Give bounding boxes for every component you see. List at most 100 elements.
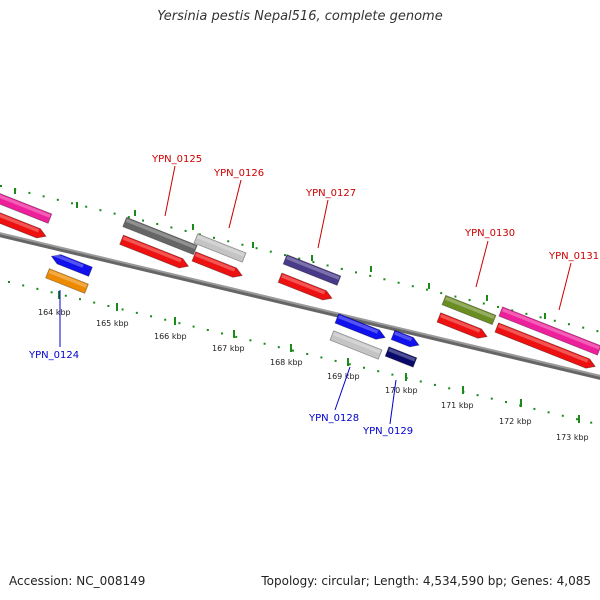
coordinate-tick xyxy=(405,373,407,381)
track-dot xyxy=(334,359,337,362)
pink-gene-left xyxy=(0,192,53,224)
red-cds-left xyxy=(0,210,47,239)
red-cds-0125 xyxy=(119,234,190,269)
coordinate-tick-label: 164 kbp xyxy=(38,308,71,317)
pink-gene-0131 xyxy=(498,306,600,356)
coordinate-tick xyxy=(290,344,292,352)
feature-body xyxy=(494,322,596,369)
coordinate-ticks: 164 kbp 165 kbp 166 kbp 167 kbp 168 kbp 169 k… xyxy=(38,291,589,442)
track-dot xyxy=(150,315,152,318)
track-dot xyxy=(482,302,485,305)
coordinate-tick-label: 170 kbp xyxy=(385,386,418,395)
feature-body xyxy=(191,251,243,278)
coordinate-tick-label: 169 kbp xyxy=(327,372,360,381)
feature-highlight xyxy=(388,348,416,362)
feature-body xyxy=(334,313,386,340)
feature-body xyxy=(0,210,47,239)
coordinate-tick-label: 171 kbp xyxy=(441,401,474,410)
feature-highlight xyxy=(497,324,589,363)
track-dot xyxy=(590,421,593,424)
coordinate-tick-label: 166 kbp xyxy=(154,332,187,341)
gene-label: YPN_0125 xyxy=(151,154,202,165)
upper-major-tick xyxy=(192,224,194,230)
coordinate-tick-label: 165 kbp xyxy=(96,319,129,328)
coordinate-tick xyxy=(233,330,235,338)
track-dot xyxy=(213,236,215,239)
coordinate-tick xyxy=(578,415,580,423)
track-dot xyxy=(79,298,81,301)
feature-highlight xyxy=(286,255,340,280)
coordinate-tick xyxy=(462,386,464,394)
gene-label-leader xyxy=(228,179,242,229)
track-dot xyxy=(468,299,471,302)
track-dot xyxy=(539,316,542,319)
track-dot xyxy=(576,418,578,421)
track-dot xyxy=(511,309,514,312)
red-cds-0130 xyxy=(436,312,488,339)
lower-dot-track xyxy=(8,281,593,424)
feature-highlight xyxy=(445,296,495,319)
feature-highlight xyxy=(0,212,40,233)
track-dot xyxy=(178,322,181,325)
track-dot xyxy=(164,318,167,321)
track-dot xyxy=(107,305,110,308)
upper-major-tick xyxy=(370,266,372,272)
track-dot xyxy=(42,195,45,198)
gene-label: YPN_0131 xyxy=(548,251,599,262)
upper-dot-track xyxy=(0,185,599,333)
track-dot xyxy=(505,401,507,404)
feature-highlight xyxy=(501,308,600,350)
track-dot xyxy=(22,284,25,287)
track-dot xyxy=(434,383,436,386)
track-dot xyxy=(142,219,144,222)
upper-major-tick xyxy=(252,242,254,248)
track-dot xyxy=(369,274,372,277)
feature-highlight xyxy=(394,331,413,342)
track-dot xyxy=(36,287,39,290)
track-dot xyxy=(71,202,73,205)
track-dot xyxy=(397,281,400,284)
track-dot xyxy=(121,308,124,311)
track-dot xyxy=(320,356,323,359)
track-dot xyxy=(249,339,252,342)
coordinate-tick-label: 172 kbp xyxy=(499,417,532,426)
track-dot xyxy=(306,353,309,356)
feature-body xyxy=(119,234,190,269)
feature-highlight xyxy=(440,314,481,333)
track-dot xyxy=(411,285,414,288)
track-dot xyxy=(206,329,209,332)
track-dot xyxy=(184,229,187,232)
feature-highlight xyxy=(197,235,245,257)
track-dot xyxy=(221,332,223,335)
red-cds-0127 xyxy=(277,272,333,301)
gene-label: YPN_0129 xyxy=(362,426,413,437)
gene-label: YPN_0124 xyxy=(28,350,79,361)
track-dot xyxy=(227,240,230,243)
track-dot xyxy=(269,250,272,253)
feature-body xyxy=(122,216,198,256)
track-dot xyxy=(476,394,479,397)
feature-highlight xyxy=(0,193,51,218)
blue-gene-0124 xyxy=(50,252,93,277)
feature-body xyxy=(50,254,93,277)
gene-label-leader xyxy=(164,165,176,217)
track-dot xyxy=(426,288,428,291)
track-dot xyxy=(553,319,556,322)
feature-highlight xyxy=(52,252,84,268)
track-dot xyxy=(292,349,294,352)
purple-gene-0127 xyxy=(282,254,342,286)
feature-body xyxy=(282,254,342,286)
gene-label: YPN_0130 xyxy=(464,228,515,239)
track-dot xyxy=(0,185,2,187)
gene-labels: YPN_0124 YPN_0125 YPN_0126 YPN_0127 YPN_0128… xyxy=(28,154,599,437)
coordinate-tick-label: 167 kbp xyxy=(212,344,245,353)
track-dot xyxy=(355,271,357,274)
track-dot xyxy=(241,243,244,246)
gene-label-leader xyxy=(317,199,329,249)
track-dot xyxy=(596,330,599,333)
coordinate-tick-label: 173 kbp xyxy=(556,433,589,442)
blue-gene-0128 xyxy=(334,313,386,340)
genome-backbone xyxy=(0,232,600,377)
gene-label-leader xyxy=(558,262,572,311)
track-dot xyxy=(383,278,386,281)
